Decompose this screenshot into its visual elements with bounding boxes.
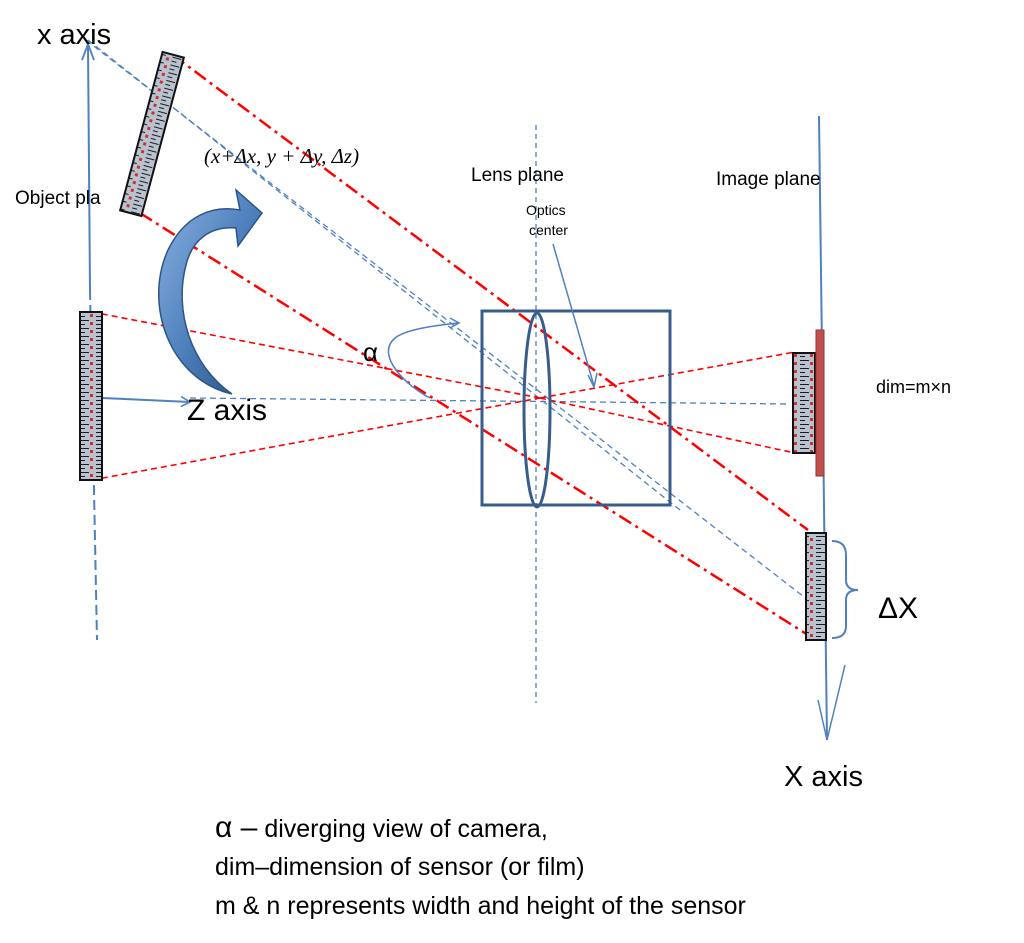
lens-box [480, 309, 672, 507]
object-plane-axis [81, 41, 98, 641]
image-ruler-upper [792, 352, 816, 454]
alpha-arc [387, 322, 459, 399]
z-axis-label: Z axis [187, 394, 268, 427]
capital-x-axis-label: X axis [784, 761, 863, 793]
lens [522, 311, 552, 509]
blue-diagonal-rays [85, 39, 809, 601]
optics-center-pointer [552, 243, 598, 390]
legend-dim-line: dim–dimension of sensor (or film) [215, 853, 585, 881]
lens-plane-label: Lens plane [471, 165, 564, 186]
delta-x-label: ΔX [878, 592, 919, 625]
legend-alpha-line: α – diverging view of camera, [215, 812, 746, 851]
optics-center-label-1: Optics [526, 202, 566, 218]
image-ruler-lower [805, 532, 827, 641]
image-plane-label: Image plane [716, 169, 821, 190]
legend-mn-line: m & n represents width and height of the… [215, 892, 746, 920]
sensor-bar [815, 329, 825, 477]
object-coordinate-label: (x+Δx, y + Δy, Δz) [204, 144, 360, 168]
rotation-arrow-icon [158, 187, 264, 395]
tilted-ruler-rays [139, 53, 809, 637]
tilted-ruler [118, 50, 186, 218]
legend: α – diverging view of camera, dim–dimens… [215, 812, 746, 929]
optical-axis [101, 395, 791, 408]
x-axis-label: x axis [37, 19, 112, 51]
alpha-label: α [363, 337, 379, 367]
straight-ruler-rays [91, 311, 796, 481]
legend-alpha-text: diverging view of camera, [257, 815, 548, 843]
legend-alpha-symbol: α – [215, 811, 258, 844]
straight-ruler [79, 311, 103, 481]
sensor-dimension-label: dim=m×n [876, 377, 952, 397]
object-plane-label: Object pla [15, 188, 101, 209]
delta-x-brace [831, 540, 859, 639]
optics-center-label-2: center [529, 222, 568, 238]
